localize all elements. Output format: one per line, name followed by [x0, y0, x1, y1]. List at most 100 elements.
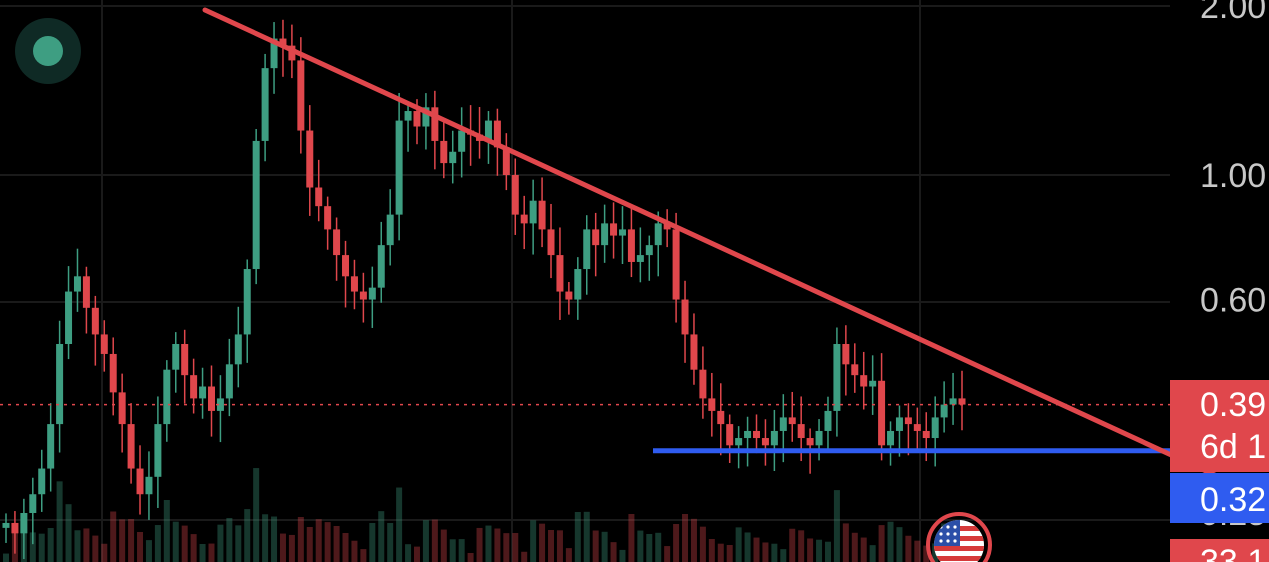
candle-body — [163, 369, 171, 425]
candle-body — [333, 229, 341, 256]
volume-bar — [771, 543, 778, 562]
volume-bar — [530, 520, 537, 562]
volume-bar — [440, 529, 447, 562]
candle-body — [520, 214, 528, 224]
candle-body — [547, 229, 555, 256]
connection-status-badge[interactable] — [15, 18, 81, 84]
volume-bar — [137, 532, 144, 562]
volume-bar — [735, 527, 742, 562]
volume-bar — [601, 531, 608, 562]
volume-bar — [271, 516, 278, 562]
volume-bar — [413, 546, 420, 562]
volume-bar — [181, 525, 188, 562]
volume-bar — [682, 514, 689, 562]
candle-body — [136, 468, 144, 495]
volume-bar — [315, 519, 322, 562]
candle-body — [538, 200, 546, 230]
candle-body — [806, 438, 814, 446]
volume-bar — [646, 534, 653, 562]
candle-body — [91, 307, 99, 335]
volume-bar — [288, 534, 295, 562]
volume-bar — [172, 521, 179, 562]
candle-body — [342, 255, 350, 277]
candle-body — [82, 276, 90, 308]
candle-body — [234, 334, 242, 365]
candle-body — [824, 410, 832, 431]
volume-bar — [476, 527, 483, 562]
volume-bar — [101, 543, 108, 562]
candle-body — [913, 424, 921, 431]
candle-body — [610, 223, 618, 236]
candle-body — [904, 417, 912, 425]
volume-bar — [378, 511, 385, 562]
volume-bar — [726, 545, 733, 562]
candle-body — [368, 287, 376, 300]
candle-body — [38, 468, 46, 495]
candle-body — [20, 513, 28, 534]
y-axis-tick-label: 2.00 — [1200, 0, 1266, 26]
volume-bar — [74, 530, 81, 562]
candle-body — [29, 494, 37, 513]
volume-bar — [628, 514, 635, 562]
volume-bar — [664, 546, 671, 562]
volume-bar — [637, 530, 644, 562]
volume-bar — [780, 549, 787, 562]
candle-body — [708, 398, 716, 411]
candle-body — [216, 398, 224, 411]
volume-bar — [494, 528, 501, 562]
candle-body — [172, 344, 180, 370]
volume-bar — [521, 551, 528, 562]
candle-body — [324, 206, 332, 230]
volume-bar — [789, 528, 796, 562]
volume-bar — [807, 538, 814, 562]
volume-bar — [673, 524, 680, 562]
candle-body — [672, 229, 680, 300]
candle-body — [100, 334, 108, 354]
volume-bar — [449, 539, 456, 562]
volume-bar — [38, 533, 45, 562]
volume-bar — [396, 487, 403, 562]
volume-bar — [842, 523, 849, 562]
volume-bar — [798, 530, 805, 562]
volume-bar — [92, 535, 99, 562]
price-tag-box — [1170, 473, 1269, 523]
candle-body — [511, 175, 519, 215]
volume-bar — [190, 534, 197, 562]
candle-body — [681, 299, 689, 335]
volume-bar — [869, 545, 876, 562]
volume-bar — [360, 549, 367, 562]
candle-body — [726, 424, 734, 446]
candle-body — [887, 430, 895, 446]
volume-bar — [199, 544, 206, 562]
y-axis-tick-label: 0.60 — [1200, 282, 1266, 320]
volume-bar — [29, 532, 36, 562]
candle-body — [699, 369, 707, 399]
candle-body — [717, 410, 725, 425]
candle-body — [574, 269, 582, 300]
volume-bar — [297, 517, 304, 562]
volume-bar — [539, 523, 546, 562]
volume-bar — [699, 526, 706, 562]
candle-body — [207, 386, 215, 411]
candle-body — [288, 45, 296, 61]
candle-body — [261, 68, 269, 141]
status-dot-icon — [33, 36, 63, 66]
candle-body — [735, 438, 743, 446]
resistance-trendline[interactable] — [202, 7, 1269, 503]
candle-body — [315, 187, 323, 207]
candle-body — [601, 223, 609, 246]
volume-bar — [262, 514, 269, 562]
volume-bar — [824, 541, 831, 562]
candle-body — [958, 398, 966, 405]
candle-body — [815, 430, 823, 446]
volume-bar — [744, 532, 751, 562]
candle-body — [73, 276, 81, 292]
volume-bar — [619, 549, 626, 562]
candle-body — [413, 111, 421, 127]
volume-bar — [503, 533, 510, 562]
us-flag-icon[interactable] — [926, 512, 992, 562]
volume-bar — [65, 504, 72, 562]
price-tag-box — [1170, 539, 1269, 562]
candle-body — [154, 424, 162, 477]
